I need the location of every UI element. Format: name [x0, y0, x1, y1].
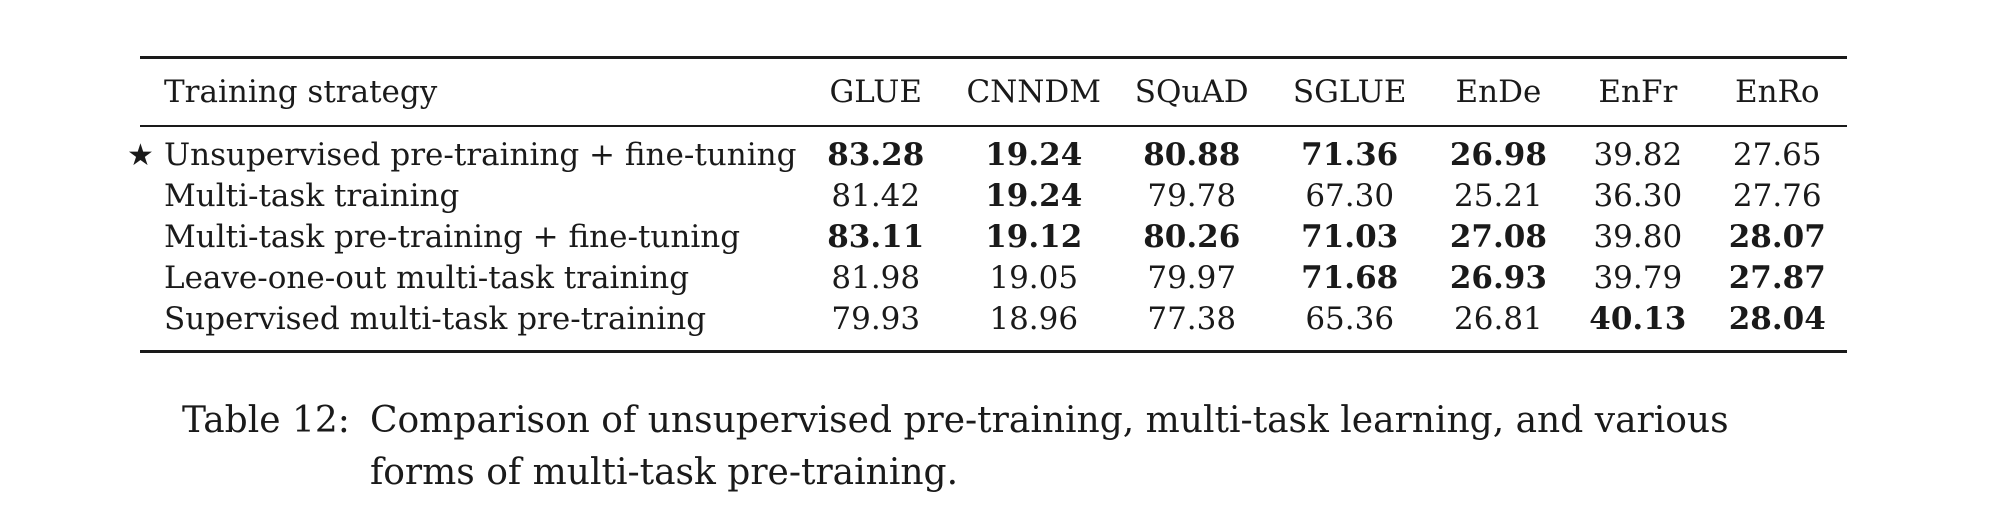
score-cell: 80.26: [1143, 219, 1241, 255]
score-cell: 83.11: [827, 219, 925, 255]
score-cell: 27.87: [1728, 260, 1826, 296]
score-cell: 39.79: [1593, 260, 1683, 296]
strategy-cell: Multi-task pre-training + fine-tuning: [140, 217, 797, 258]
column-header-sglue: SGLUE: [1292, 74, 1407, 110]
score-cell: 26.93: [1449, 260, 1547, 296]
column-header-squad: SQuAD: [1134, 74, 1249, 110]
score-cell: 81.42: [831, 178, 921, 214]
score-cell: 28.04: [1728, 301, 1826, 337]
score-cell: 19.24: [985, 137, 1083, 173]
score-cell: 71.36: [1301, 137, 1399, 173]
score-cell: 77.38: [1147, 301, 1237, 337]
caption-label: Table 12:: [182, 400, 350, 441]
score-cell: 83.28: [827, 137, 925, 173]
score-cell: 79.93: [831, 301, 921, 337]
results-table-body: ★ Unsupervised pre-training + fine-tuning…: [127, 135, 1847, 340]
column-header-glue: GLUE: [829, 74, 922, 110]
caption-text: Comparison of unsupervised pre-training,…: [369, 400, 1729, 493]
score-cell: 19.24: [985, 178, 1083, 214]
score-cell: 79.97: [1147, 260, 1237, 296]
column-header-strategy: Training strategy: [164, 74, 438, 110]
score-cell: 26.81: [1454, 301, 1543, 337]
table-row: Multi-task pre-training + fine-tuning 83.…: [140, 217, 1847, 258]
score-cell: 40.13: [1589, 301, 1687, 337]
column-header-enro: EnRo: [1734, 74, 1820, 110]
table-row: Supervised multi-task pre-training 79.93 1…: [140, 299, 1847, 340]
strategy-cell: Supervised multi-task pre-training: [140, 299, 797, 340]
table-bottom-rule: [140, 350, 1847, 353]
table-row: Multi-task training 81.42 19.24 79.78 67.30 2…: [140, 176, 1847, 217]
score-cell: 27.65: [1732, 137, 1822, 173]
table-row: Leave-one-out multi-task training 81.98 19…: [140, 258, 1847, 299]
table-top-rule: [140, 56, 1847, 59]
column-header-ende: EnDe: [1455, 74, 1542, 110]
results-table: Training strategy GLUE CNNDM SQuAD SGLUE…: [140, 69, 1847, 115]
strategy-cell: ★ Unsupervised pre-training + fine-tuning: [127, 135, 797, 176]
score-cell: 26.98: [1449, 137, 1547, 173]
score-cell: 79.78: [1147, 178, 1237, 214]
strategy-label: Supervised multi-task pre-training: [164, 301, 707, 337]
score-cell: 81.98: [831, 260, 921, 296]
score-cell: 27.08: [1449, 219, 1547, 255]
score-cell: 18.96: [989, 301, 1079, 337]
strategy-cell: Multi-task training: [140, 176, 797, 217]
table-caption: Table 12: Comparison of unsupervised pre…: [182, 395, 1802, 499]
score-cell: 36.30: [1593, 178, 1683, 214]
score-cell: 19.12: [985, 219, 1083, 255]
score-cell: 28.07: [1728, 219, 1826, 255]
strategy-label: Leave-one-out multi-task training: [164, 260, 690, 296]
table-row: ★ Unsupervised pre-training + fine-tuning…: [127, 135, 1847, 176]
star-icon: ★: [127, 138, 154, 173]
score-cell: 71.68: [1301, 260, 1399, 296]
results-table-wrapper: Training strategy GLUE CNNDM SQuAD SGLUE…: [127, 56, 1847, 353]
strategy-label: Multi-task pre-training + fine-tuning: [164, 219, 741, 255]
score-cell: 25.21: [1454, 178, 1543, 214]
score-cell: 19.05: [989, 260, 1079, 296]
score-cell: 65.36: [1305, 301, 1395, 337]
table-header-rule: [140, 125, 1847, 127]
score-cell: 71.03: [1301, 219, 1399, 255]
strategy-label: Multi-task training: [164, 178, 460, 214]
score-cell: 67.30: [1305, 178, 1395, 214]
score-cell: 27.76: [1732, 178, 1822, 214]
score-cell: 39.80: [1593, 219, 1683, 255]
strategy-cell: Leave-one-out multi-task training: [140, 258, 797, 299]
column-header-enfr: EnFr: [1598, 74, 1678, 110]
score-cell: 80.88: [1143, 137, 1241, 173]
strategy-label: Unsupervised pre-training + fine-tuning: [164, 137, 797, 173]
column-header-cnndm: CNNDM: [966, 74, 1102, 110]
table-header-row: Training strategy GLUE CNNDM SQuAD SGLUE…: [140, 69, 1847, 115]
score-cell: 39.82: [1593, 137, 1683, 173]
